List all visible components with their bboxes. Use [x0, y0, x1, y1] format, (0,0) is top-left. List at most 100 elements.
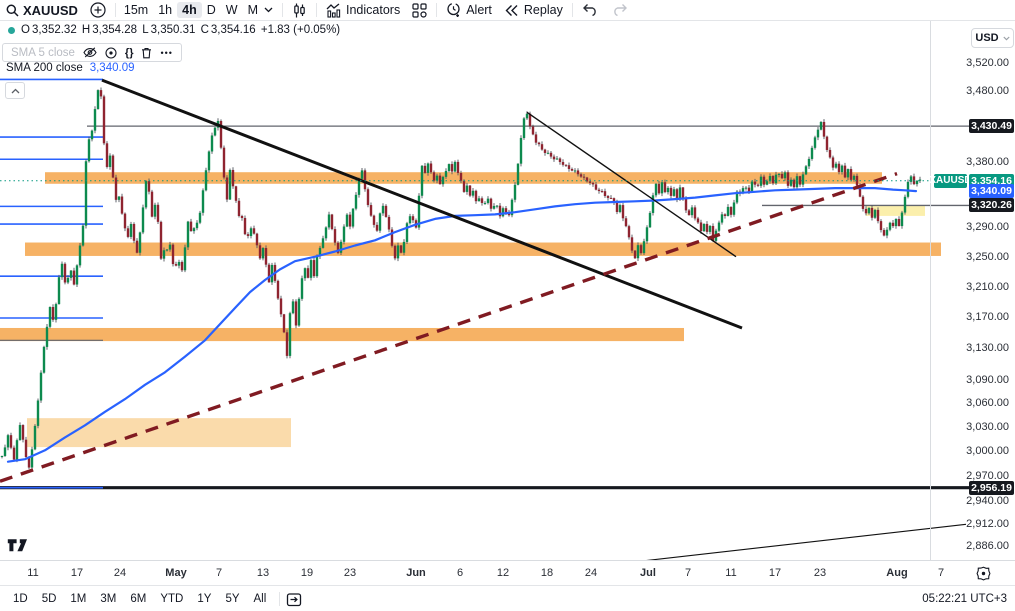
time-axis-label: 19 [300, 567, 314, 579]
sma200-value: 3,340.09 [89, 62, 135, 74]
range-1Y[interactable]: 1Y [197, 593, 212, 605]
redo-icon [614, 4, 627, 16]
toolbar-separator [436, 3, 438, 17]
sma200-legend[interactable]: SMA 200 close 3,340.09 [6, 62, 134, 74]
time-axis-label: 18 [540, 567, 554, 579]
price-axis-label: 3,210.00 [966, 281, 1009, 294]
symbol-label: XAUUSD [23, 2, 78, 18]
replay-icon [505, 4, 518, 16]
candlestick-icon [294, 3, 305, 17]
settings-icon[interactable] [105, 46, 117, 59]
range-YTD[interactable]: YTD [160, 593, 184, 605]
indicators-icon [326, 2, 341, 18]
price-axis-label: 3,170.00 [966, 311, 1009, 324]
trendlines[interactable] [0, 78, 967, 560]
timeframe-4h[interactable]: 4h [177, 2, 202, 18]
layout-grid-button[interactable] [406, 0, 433, 20]
time-axis-label: 11 [27, 567, 39, 579]
replay-button[interactable]: Replay [498, 0, 569, 20]
chart-style-button[interactable] [286, 0, 313, 20]
range-1M[interactable]: 1M [70, 593, 87, 605]
supply-demand-zones[interactable] [0, 172, 941, 448]
timezone-clock[interactable]: 05:22:21 UTC+3 [922, 593, 1007, 605]
more-options-icon[interactable]: ••• [160, 47, 173, 58]
timeframe-15m[interactable]: 15m [123, 3, 149, 17]
price-axis-label: 2,912.00 [966, 517, 1009, 530]
time-axis[interactable]: 11 17 24 May 7 13 19 23 Jun 6 12 18 24 Jul 7 11 17 23 Aug 7 [0, 560, 1015, 586]
timeframe-W[interactable]: W [225, 3, 238, 17]
time-axis-label: 7 [215, 567, 223, 579]
time-axis-label: 24 [113, 567, 127, 579]
go-to-date-button[interactable] [286, 592, 302, 607]
chevron-down-icon [264, 7, 273, 13]
search-icon [6, 4, 19, 17]
compare-add-button[interactable] [84, 0, 112, 20]
price-axis-label: 2,940.00 [966, 494, 1009, 507]
bottom-toolbar: 1D 5D 1M 3M 6M YTD 1Y 5Y All 05:22:21 UTC+3 [0, 585, 1015, 611]
tradingview-logo[interactable] [7, 536, 35, 556]
eye-off-icon[interactable] [83, 47, 97, 58]
range-3M[interactable]: 3M [100, 593, 117, 605]
replay-label: Replay [523, 3, 563, 17]
timeframe-group: 15m 1h 4h D W M [119, 2, 263, 18]
timeframe-M[interactable]: M [247, 3, 258, 17]
price-axis[interactable]: 3,520.00 3,480.00 3,380.00 3,290.00 3,250.00… [929, 20, 1015, 560]
time-axis-label: 6 [456, 567, 464, 579]
collapse-legend-button[interactable] [5, 82, 25, 99]
plus-circle-icon [90, 2, 106, 18]
currency-selector[interactable]: USD [971, 28, 1014, 48]
price-axis-label: 2,886.00 [966, 539, 1009, 552]
range-1D[interactable]: 1D [13, 593, 28, 605]
grid-layout-icon [412, 2, 427, 18]
undo-icon [582, 4, 596, 16]
date-range-group: 1D 5D 1M 3M 6M YTD 1Y 5Y All [0, 591, 273, 607]
timeframe-menu-button[interactable] [263, 0, 279, 20]
price-axis-label: 3,290.00 [966, 221, 1009, 234]
price-chip: 3,320.26 [969, 198, 1014, 213]
top-toolbar: XAUUSD 15m 1h 4h D W M Indicators Alert Repl [0, 0, 1015, 21]
chevron-down-icon [1002, 36, 1010, 41]
indicators-button[interactable]: Indicators [320, 0, 406, 20]
toolbar-separator [571, 3, 573, 17]
redo-button[interactable] [605, 0, 634, 20]
alert-clock-icon [447, 2, 460, 17]
currency-label: USD [975, 32, 999, 44]
time-axis-label: Aug [886, 567, 908, 579]
price-axis-label: 3,130.00 [966, 342, 1009, 355]
candles [0, 90, 922, 468]
toolbar-separator [282, 3, 283, 17]
horizontal-rays[interactable] [0, 125, 1013, 490]
chart-canvas[interactable] [0, 20, 1015, 560]
range-5D[interactable]: 5D [41, 593, 57, 605]
price-chip: 2,956.19 [969, 480, 1014, 495]
undo-button[interactable] [576, 0, 605, 20]
time-axis-label: 11 [725, 567, 737, 579]
chevron-up-icon [11, 88, 19, 93]
source-code-icon[interactable]: {} [124, 46, 134, 59]
indicators-label: Indicators [346, 3, 401, 17]
time-axis-label: 17 [768, 567, 782, 579]
timeframe-D[interactable]: D [206, 3, 216, 17]
price-axis-label: 3,520.00 [966, 57, 1009, 69]
sma5-legend[interactable]: SMA 5 close {} ••• [2, 43, 182, 62]
time-axis-label: 17 [70, 567, 84, 579]
symbol-search-button[interactable]: XAUUSD [0, 0, 84, 20]
change-value: +1.83 (+0.05%) [260, 24, 341, 36]
range-5Y[interactable]: 5Y [225, 593, 240, 605]
time-axis-label: 23 [343, 567, 357, 579]
price-axis-label: 2,970.00 [966, 469, 1009, 482]
range-All[interactable]: All [253, 593, 267, 605]
toolbar-separator [279, 592, 281, 606]
time-axis-label: 13 [256, 567, 270, 579]
trash-icon[interactable] [141, 47, 152, 59]
time-axis-label: May [165, 567, 187, 579]
price-axis-label: 3,060.00 [966, 397, 1009, 410]
range-6M[interactable]: 6M [130, 593, 147, 605]
price-axis-label: 3,030.00 [966, 421, 1009, 434]
axis-settings-icon[interactable] [976, 566, 991, 581]
time-axis-label: 7 [937, 567, 945, 579]
timeframe-1h[interactable]: 1h [158, 3, 173, 17]
sma5-title: SMA 5 close [11, 46, 75, 59]
alert-button[interactable]: Alert [440, 0, 498, 20]
